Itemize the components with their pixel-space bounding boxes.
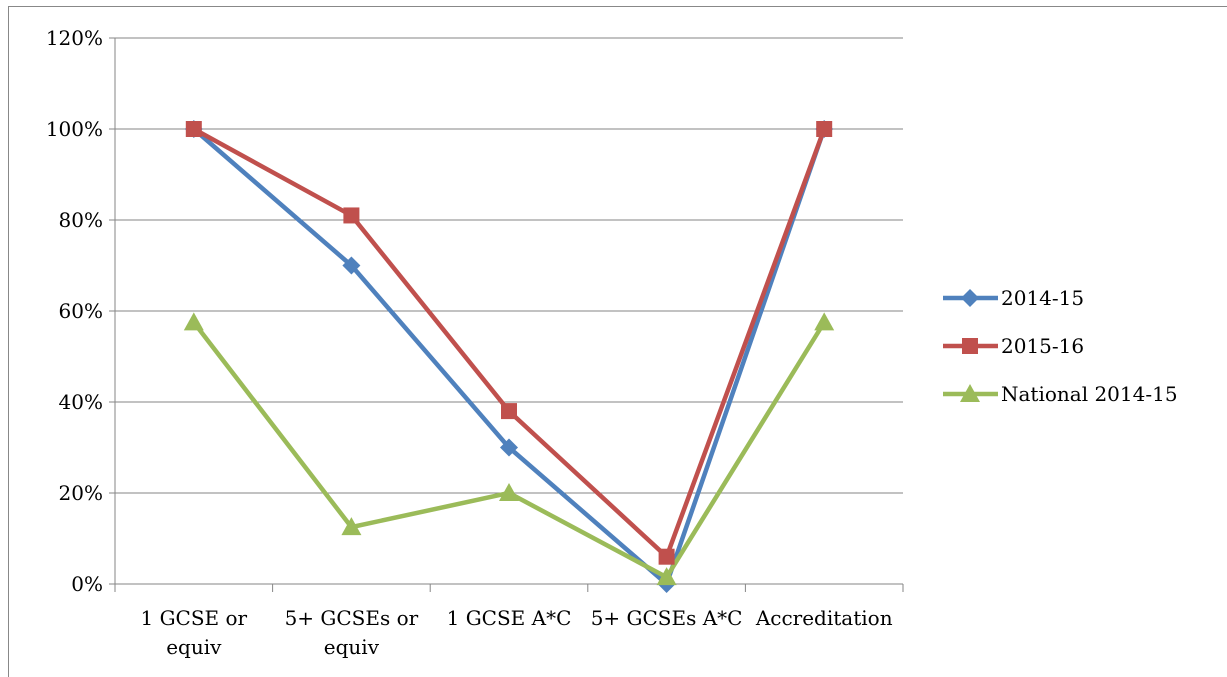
x-tick-label-line: 5+ GCSEs or [285, 606, 419, 630]
y-tick-label: 120% [46, 26, 103, 50]
x-tick-label: 1 GCSE A*C [447, 606, 572, 630]
legend: 2014-15 2015-16 National 2014-15 [943, 286, 1178, 406]
data-point-2-3 [656, 567, 677, 586]
x-tick-label-line: 1 GCSE or [140, 606, 247, 630]
y-tick-label: 20% [59, 481, 103, 505]
data-point-2-2 [499, 483, 519, 501]
x-tick-label-line: equiv [324, 635, 380, 659]
x-tick-label: 5+ GCSEs A*C [591, 606, 743, 630]
x-tick-label-line: 5+ GCSEs A*C [591, 606, 743, 630]
x-tick-label-line: 1 GCSE A*C [447, 606, 572, 630]
data-point-0-1 [342, 256, 361, 275]
data-point-1-0 [185, 121, 202, 137]
data-point-1-3 [658, 548, 675, 565]
legend-marker [962, 338, 978, 354]
data-point-1-1 [343, 207, 360, 224]
data-point-0-2 [500, 438, 518, 457]
axes [109, 37, 904, 592]
y-axis-tick-labels: 0% 20% 40% 60% 80% 100% 120% [46, 26, 103, 596]
x-tick-label-line: Accreditation [755, 606, 893, 630]
legend-label: 2014-15 [1001, 286, 1084, 310]
series-line-0 [192, 127, 827, 587]
x-axis-tick-labels: 1 GCSE or equiv 5+ GCSEs or equiv 1 GCSE A*C… [140, 606, 892, 659]
data-point-1-2 [501, 403, 517, 420]
data-point-1-4 [816, 121, 833, 137]
data-point-2-4 [814, 312, 835, 331]
data-point-2-1 [341, 517, 362, 536]
x-tick-label: 1 GCSE or equiv [140, 606, 247, 659]
series-markers [183, 120, 835, 593]
legend-marker [961, 289, 979, 307]
y-tick-label: 100% [46, 117, 103, 141]
legend-marker [960, 384, 980, 402]
chart-frame [8, 6, 1227, 677]
data-point-2-0 [183, 312, 204, 331]
y-tick-label: 0% [71, 572, 103, 596]
y-tick-label: 40% [59, 390, 103, 414]
x-tick-label-line: equiv [166, 635, 222, 659]
series-lines [192, 127, 827, 587]
x-tick-label: 5+ GCSEs or equiv [285, 606, 419, 659]
legend-label: National 2014-15 [1001, 382, 1178, 406]
y-tick-label: 60% [59, 299, 103, 323]
x-tick-label: Accreditation [755, 606, 893, 630]
legend-label: 2015-16 [1001, 334, 1084, 358]
gridlines [115, 37, 903, 494]
y-tick-label: 80% [59, 208, 103, 232]
